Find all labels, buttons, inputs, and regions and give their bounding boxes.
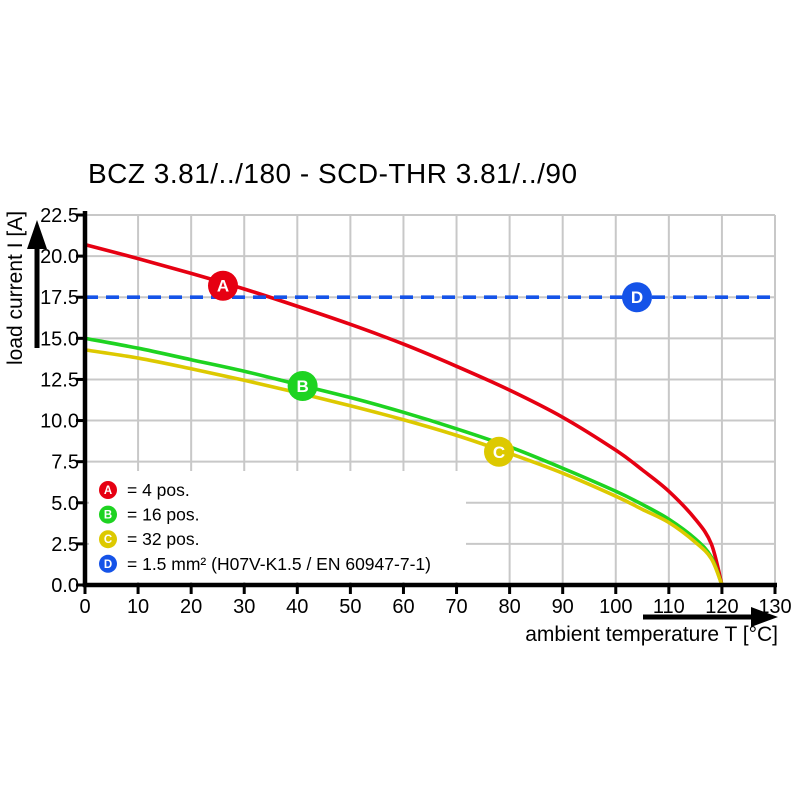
legend-swatch-B [99, 505, 117, 524]
y-tick-label: 20.0 [40, 246, 79, 268]
marker-letter-C: C [493, 443, 505, 462]
marker-C [484, 436, 514, 467]
x-tick-label: 20 [180, 596, 202, 618]
legend-label-C: = 32 pos. [127, 529, 200, 549]
y-axis-arrow-head [27, 220, 47, 249]
y-axis-arrow-shaft [34, 245, 40, 348]
marker-A [208, 270, 238, 301]
legend-swatch-letter-D: D [104, 559, 112, 571]
legend-swatch-D [99, 554, 117, 573]
legend-swatch-C [99, 530, 117, 549]
curve-C [84, 348, 724, 586]
y-tick-label: 22.5 [40, 205, 79, 227]
legend-swatch-letter-B: B [104, 510, 112, 522]
legend-label-D: = 1.5 mm² (H07V-K1.5 / EN 60947-7-1) [127, 554, 431, 574]
x-tick-label: 120 [705, 596, 738, 618]
legend-swatch-A [99, 481, 117, 499]
x-tick-label: 40 [286, 596, 308, 618]
y-axis-title: load current I [A] [4, 211, 27, 365]
legend-label-A: = 4 pos. [127, 480, 190, 500]
y-tick-label: 10.0 [40, 411, 79, 433]
y-tick-label: 5.0 [51, 493, 79, 515]
x-tick-label: 60 [392, 596, 414, 618]
x-tick-label: 80 [498, 596, 520, 618]
chart-title: BCZ 3.81/../180 - SCD-THR 3.81/../90 [88, 158, 578, 189]
x-tick-label: 90 [552, 596, 574, 618]
x-tick-label: 10 [127, 596, 149, 618]
x-tick-label: 100 [599, 596, 632, 618]
legend-swatch-letter-C: C [104, 534, 112, 546]
y-tick-label: 15.0 [40, 328, 79, 350]
x-tick-label: 110 [653, 596, 685, 618]
marker-D [622, 282, 652, 313]
x-tick-label: 30 [233, 596, 255, 618]
y-tick-label: 0.0 [51, 575, 79, 597]
x-tick-label: 70 [445, 596, 467, 618]
y-tick-label: 7.5 [51, 452, 79, 474]
marker-letter-A: A [217, 277, 229, 296]
x-tick-label: 0 [79, 596, 90, 618]
legend-label-B: = 16 pos. [127, 505, 200, 525]
x-axis-arrow-shaft [643, 614, 754, 620]
legend-swatch-letter-A: A [104, 485, 112, 497]
legend-box [89, 471, 466, 582]
curve-B [84, 336, 724, 586]
marker-letter-D: D [631, 288, 643, 307]
y-tick-label: 17.5 [40, 287, 79, 309]
x-tick-label: 50 [339, 596, 361, 618]
y-tick-label: 2.5 [51, 534, 79, 556]
x-axis-title: ambient temperature T [°C] [525, 623, 778, 646]
x-tick-label: 130 [758, 596, 791, 618]
x-axis-arrow-head [751, 607, 778, 627]
marker-letter-B: B [296, 377, 308, 396]
y-tick-label: 12.5 [40, 369, 79, 391]
marker-B [287, 371, 318, 402]
